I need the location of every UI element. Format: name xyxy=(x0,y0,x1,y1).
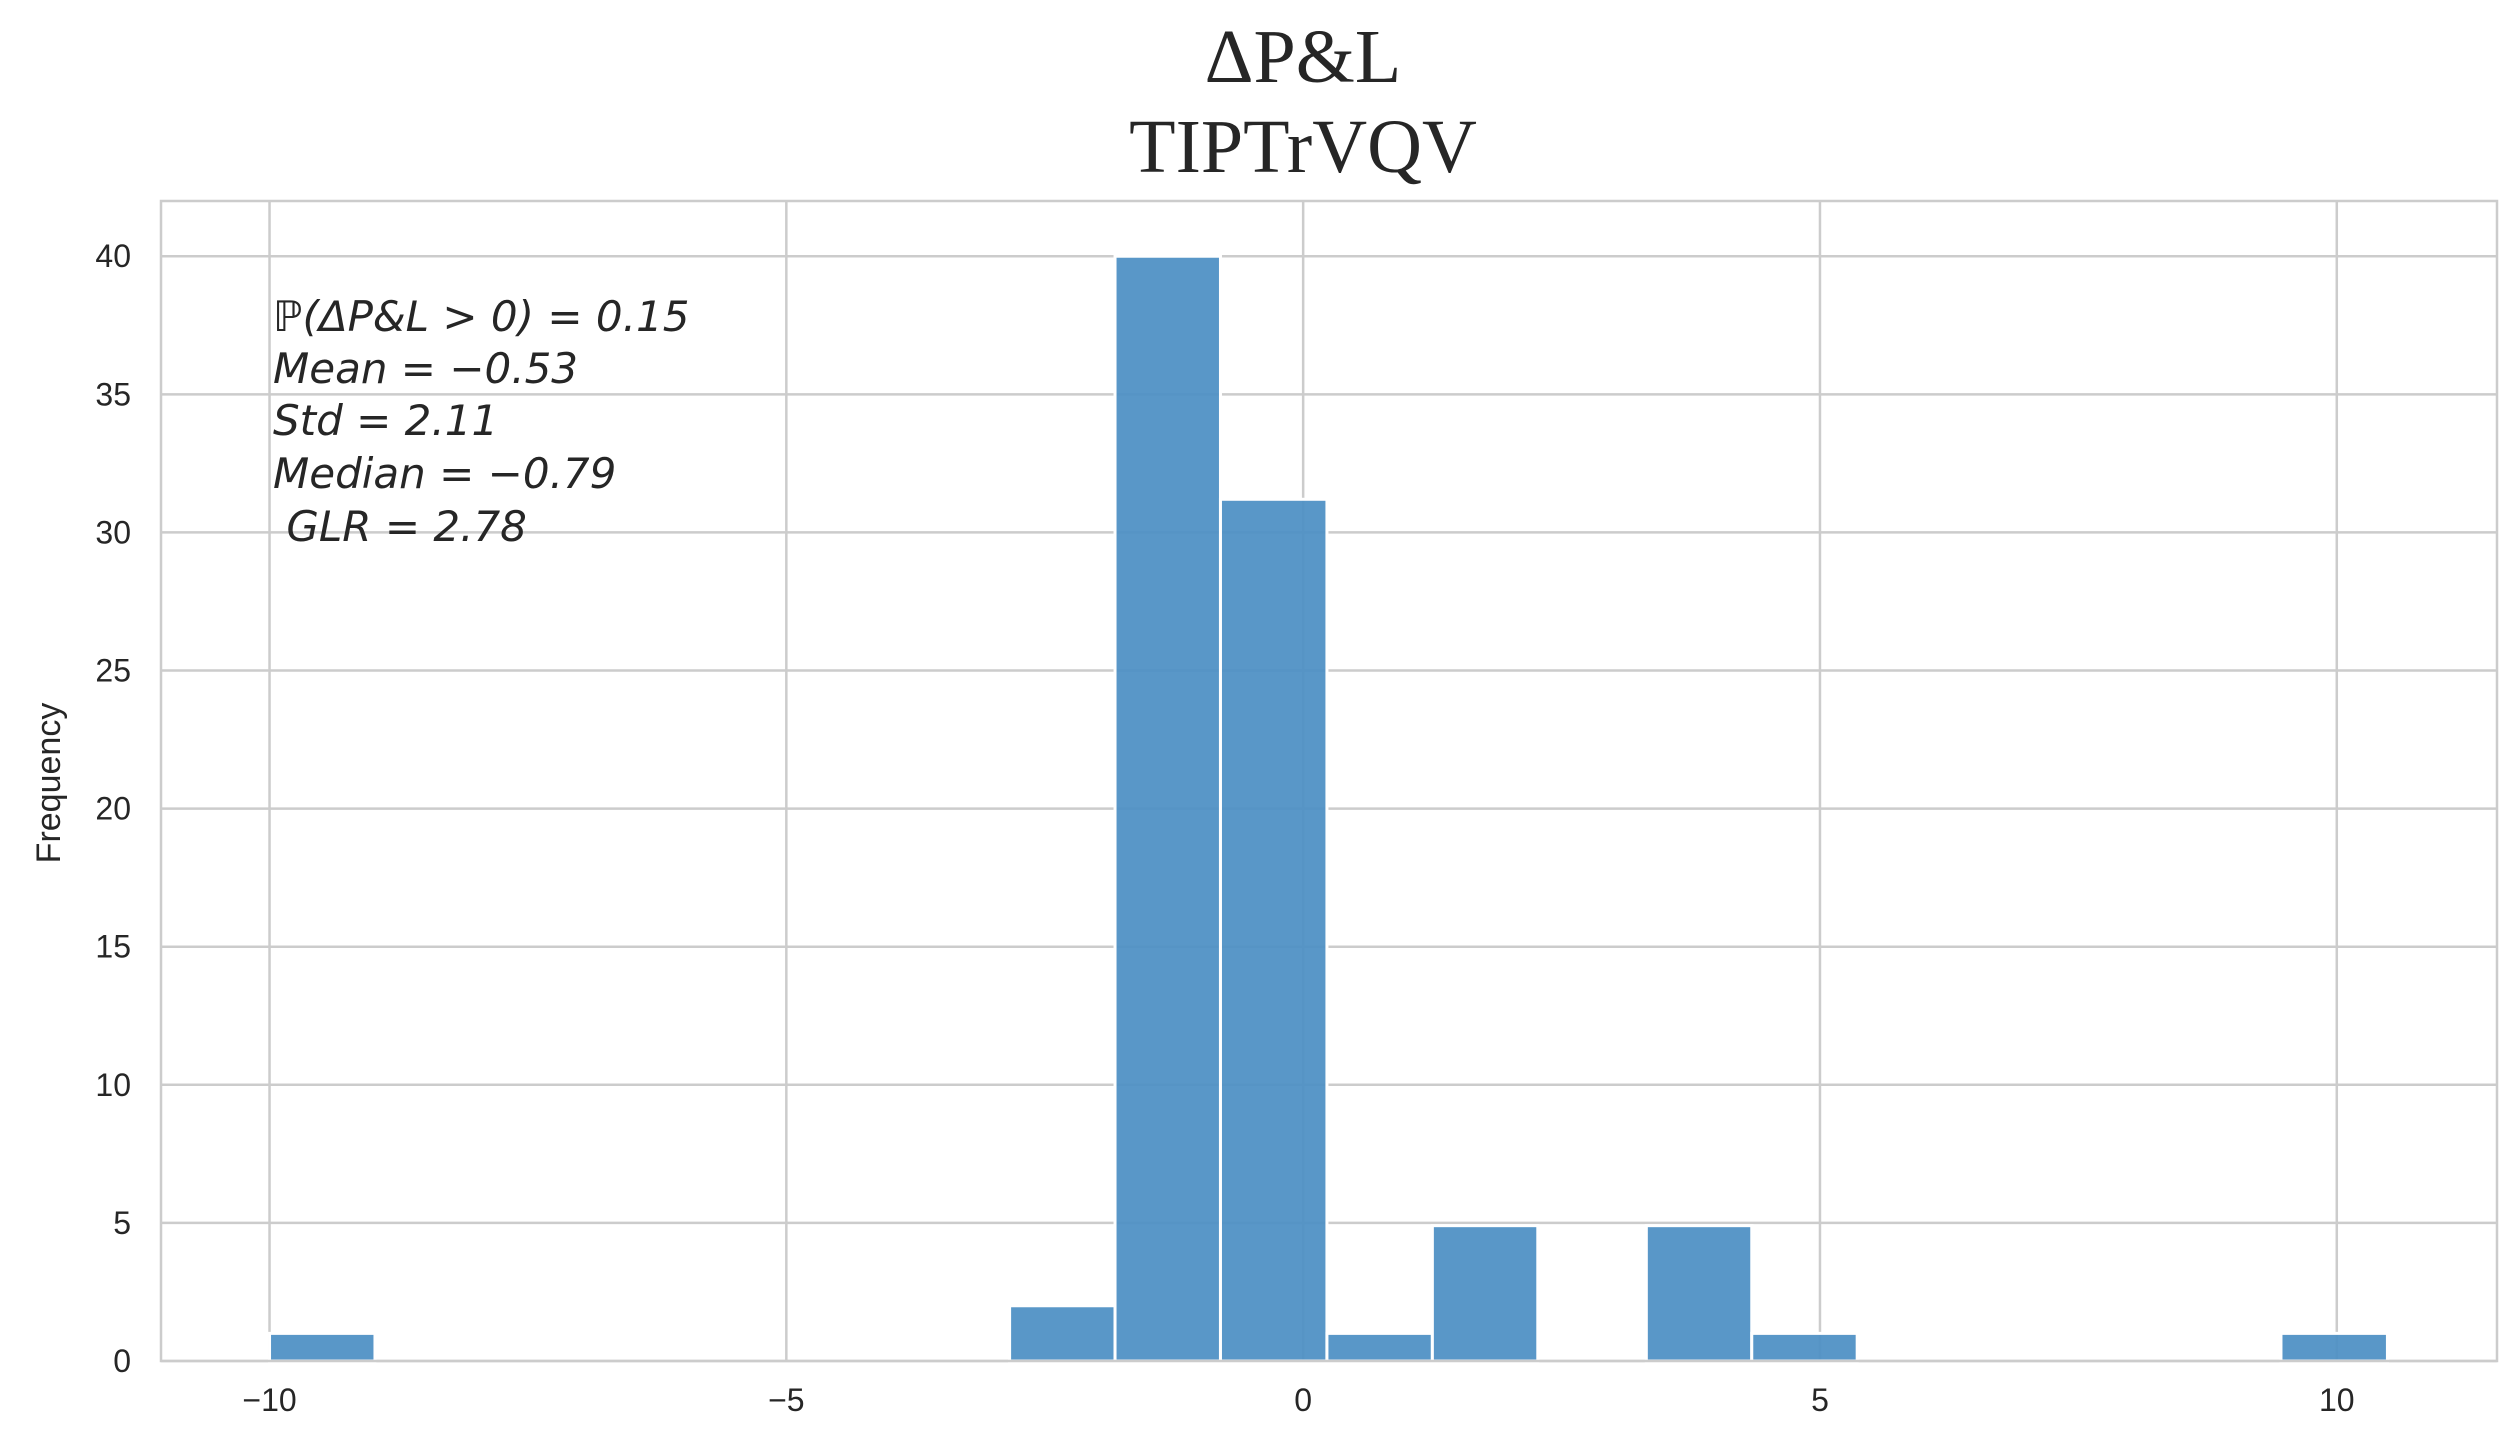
x-tick-label: 10 xyxy=(2319,1382,2355,1418)
chart-subtitle: TIPTrVQV xyxy=(1129,105,1477,189)
annotation-median: Median = −0.79 xyxy=(273,449,616,498)
stats-annotation: ℙ(ΔP&L > 0) = 0.15 Mean = −0.53 Std = 2.… xyxy=(273,292,689,551)
histogram-bar xyxy=(1750,1331,1859,1363)
x-axis-ticks: −10 −5 0 5 10 xyxy=(242,1382,2354,1418)
x-tick-label: 5 xyxy=(1811,1382,1829,1418)
histogram-bar xyxy=(2279,1331,2389,1363)
y-tick-label: 0 xyxy=(113,1343,131,1379)
y-tick-label: 30 xyxy=(95,514,131,550)
y-tick-label: 15 xyxy=(95,929,131,965)
y-axis-label: Frequency xyxy=(30,703,68,864)
histogram-bars xyxy=(268,254,2389,1363)
histogram-bar xyxy=(1113,254,1222,1363)
annotation-std: Std = 2.11 xyxy=(273,396,498,445)
y-tick-label: 10 xyxy=(95,1067,131,1103)
y-axis-ticks: 0 5 10 15 20 25 30 35 40 xyxy=(95,238,131,1379)
x-tick-label: −10 xyxy=(242,1382,296,1418)
annotation-prob-positive: ℙ(ΔP&L > 0) = 0.15 xyxy=(273,292,689,341)
y-tick-label: 5 xyxy=(113,1205,131,1241)
y-tick-label: 35 xyxy=(95,376,131,412)
x-tick-label: 0 xyxy=(1294,1382,1312,1418)
chart-title: ΔP&L xyxy=(1205,15,1402,99)
histogram-bar xyxy=(1644,1224,1754,1363)
y-tick-label: 25 xyxy=(95,653,131,689)
plot-frame xyxy=(159,199,2499,1363)
y-tick-label: 20 xyxy=(95,791,131,827)
histogram-bar xyxy=(268,1331,377,1363)
y-tick-label: 40 xyxy=(95,238,131,274)
histogram-bar xyxy=(1430,1224,1540,1363)
histogram-bar xyxy=(1325,1331,1434,1363)
annotation-mean: Mean = −0.53 xyxy=(273,344,578,393)
histogram-bar xyxy=(1218,497,1329,1363)
x-tick-label: −5 xyxy=(768,1382,804,1418)
annotation-glr: GLR = 2.78 xyxy=(273,502,527,551)
histogram-bar xyxy=(1008,1304,1117,1363)
